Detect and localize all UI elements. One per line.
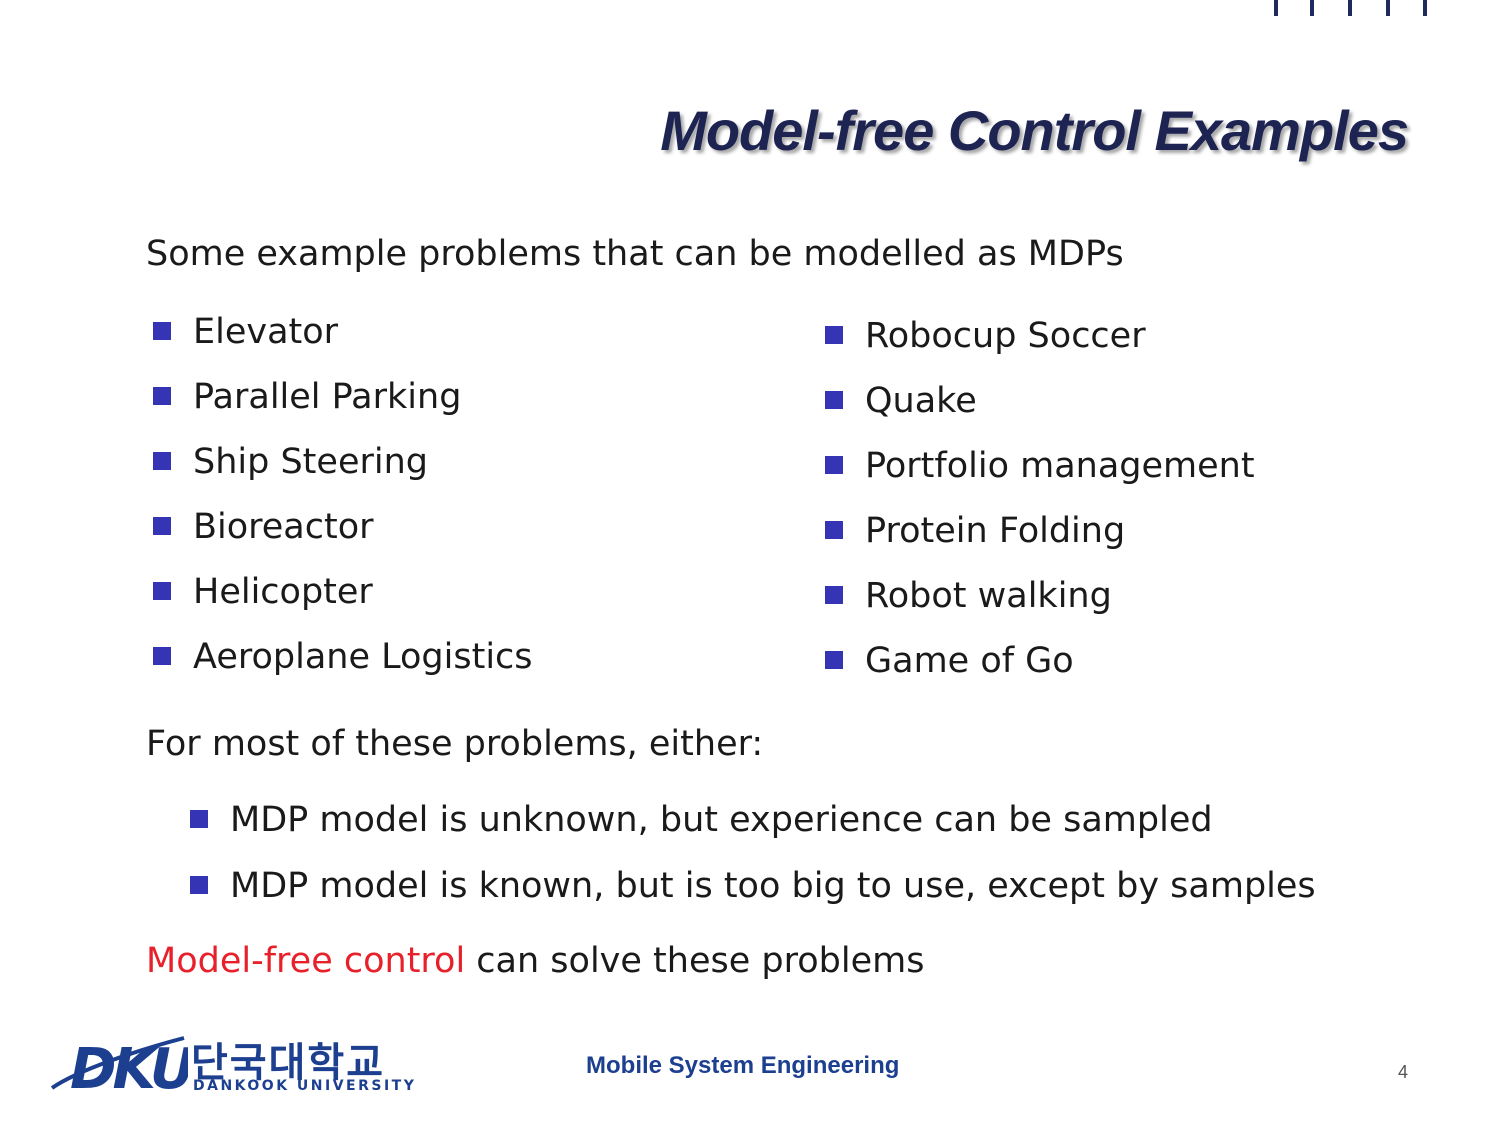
square-bullet-icon (153, 452, 171, 470)
list-item: Ship Steering (153, 442, 533, 507)
conditions-list: MDP model is unknown, but experience can… (190, 800, 1316, 932)
list-item: Bioreactor (153, 507, 533, 572)
list-item: Elevator (153, 312, 533, 377)
page-number: 4 (1398, 1062, 1409, 1082)
tick-mark (1310, 0, 1314, 16)
square-bullet-icon (190, 810, 208, 828)
either-text: For most of these problems, either: (146, 724, 764, 764)
list-item: Parallel Parking (153, 377, 533, 442)
list-item: Robot walking (825, 576, 1255, 641)
university-logo: DKU 단국대학교 DANKOOK UNIVERSITY (48, 1030, 418, 1102)
square-bullet-icon (825, 456, 843, 474)
square-bullet-icon (190, 876, 208, 894)
square-bullet-icon (153, 647, 171, 665)
list-item: Helicopter (153, 572, 533, 637)
list-item: Protein Folding (825, 511, 1255, 576)
conclusion-text: Model-free control can solve these probl… (146, 941, 924, 981)
tick-mark (1386, 0, 1390, 16)
top-decoration (1270, 0, 1440, 18)
square-bullet-icon (825, 586, 843, 604)
square-bullet-icon (153, 387, 171, 405)
conclusion-rest: can solve these problems (465, 941, 925, 981)
square-bullet-icon (825, 521, 843, 539)
logo-korean-text: 단국대학교 (191, 1040, 385, 1086)
list-item: Game of Go (825, 641, 1255, 706)
list-item: MDP model is unknown, but experience can… (190, 800, 1316, 866)
dku-emblem-icon: DKU (50, 1036, 199, 1102)
tick-mark (1274, 0, 1278, 16)
square-bullet-icon (825, 391, 843, 409)
course-name: Mobile System Engineering (586, 1052, 900, 1079)
square-bullet-icon (153, 322, 171, 340)
list-item: MDP model is known, but is too big to us… (190, 866, 1316, 932)
intro-text: Some example problems that can be modell… (146, 234, 1124, 274)
list-item: Aeroplane Logistics (153, 637, 533, 702)
tick-mark (1348, 0, 1352, 16)
square-bullet-icon (153, 582, 171, 600)
examples-left-list: Elevator Parallel Parking Ship Steering … (153, 312, 533, 702)
square-bullet-icon (825, 326, 843, 344)
examples-right-list: Robocup Soccer Quake Portfolio managemen… (825, 316, 1255, 706)
list-item: Portfolio management (825, 446, 1255, 511)
square-bullet-icon (825, 651, 843, 669)
highlight-text: Model-free control (146, 941, 466, 981)
slide-title: Model-free Control Examples (660, 99, 1409, 162)
tick-mark (1423, 0, 1427, 16)
logo-english-text: DANKOOK UNIVERSITY (193, 1078, 417, 1094)
list-item: Quake (825, 381, 1255, 446)
square-bullet-icon (153, 517, 171, 535)
list-item: Robocup Soccer (825, 316, 1255, 381)
